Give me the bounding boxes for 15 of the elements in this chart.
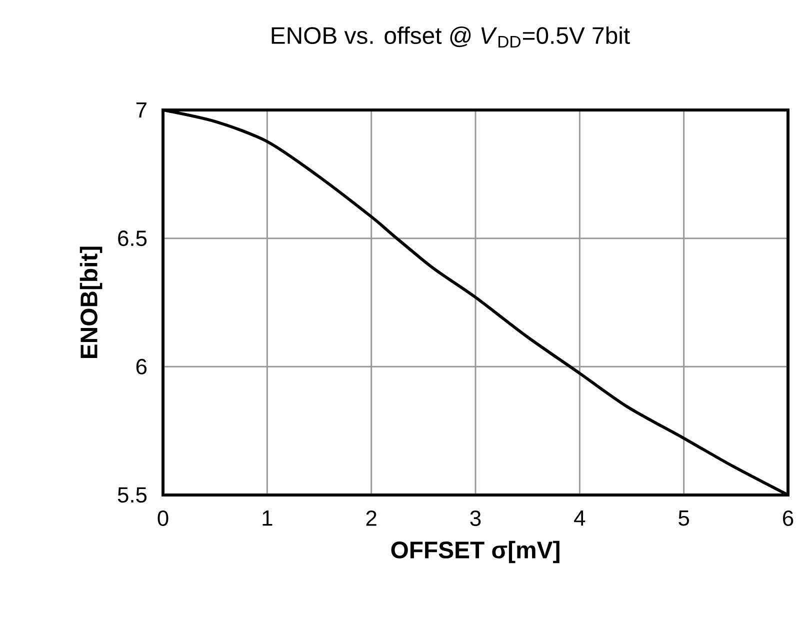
y-tick-label: 6.5 [118, 230, 147, 246]
x-tick-label: 4 [574, 510, 586, 526]
x-tick-label: 0 [158, 510, 168, 526]
y-tick-label: 5.5 [118, 487, 147, 503]
x-axis-title: OFFSET σ[mV] [391, 540, 560, 564]
x-tick-label: 3 [470, 510, 481, 526]
x-tick-label: 6 [783, 510, 794, 526]
y-axis-title: ENOB[bit] [80, 246, 102, 358]
x-tick-label: 5 [678, 510, 690, 526]
y-tick-label: 7 [136, 102, 146, 118]
chart-title: ENOB vs. offset @ V$_{DD}$=0.5V 7bit [272, 26, 630, 48]
y-tick-label: 6 [136, 358, 147, 374]
x-tick-label: 2 [366, 510, 376, 526]
x-tick-label: 1 [262, 510, 272, 526]
line-series [163, 110, 788, 495]
